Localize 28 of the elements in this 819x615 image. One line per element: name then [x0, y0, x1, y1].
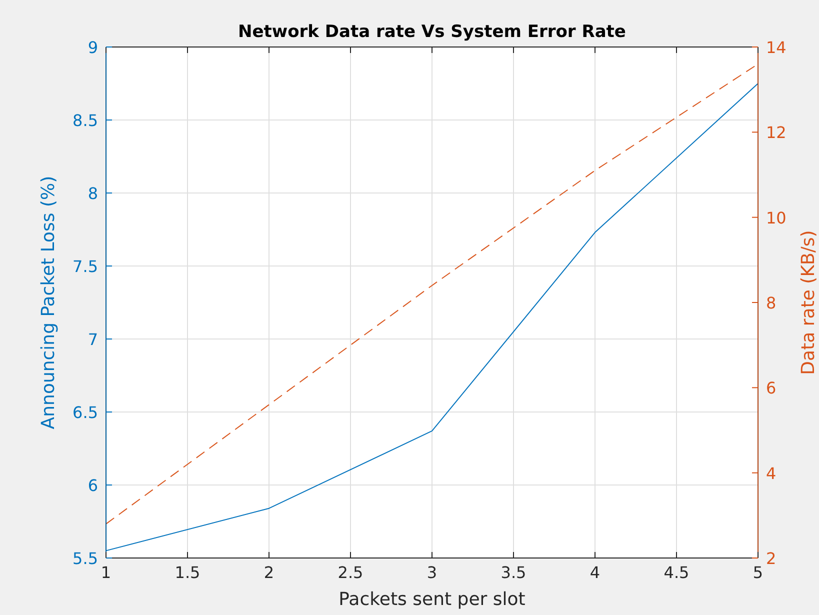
- y-tick-label: 5.5: [72, 549, 98, 568]
- x-axis-title: Packets sent per slot: [338, 589, 526, 610]
- x-tick-label: 4: [590, 563, 600, 582]
- y2-tick-label: 4: [766, 464, 776, 483]
- y-tick-label: 7: [88, 330, 98, 349]
- x-tick-label: 3.5: [500, 563, 526, 582]
- y-axis-title: Announcing Packet Loss (%): [38, 176, 59, 430]
- x-tick-label: 1: [100, 563, 112, 582]
- x-tick-label: 1.5: [174, 563, 200, 582]
- x-tick-label: 2.5: [338, 563, 364, 582]
- y2-tick-label: 6: [766, 378, 776, 398]
- y-tick-label: 8.5: [72, 111, 98, 130]
- x-tick-label: 2: [264, 563, 274, 582]
- y-tick-label: 7.5: [72, 257, 98, 276]
- y2-axis-title: Data rate (KB/s): [798, 230, 819, 375]
- y2-tick-label: 12: [766, 123, 786, 142]
- y-tick-label: 9: [88, 38, 98, 57]
- y2-tick-label: 8: [766, 294, 776, 312]
- chart-title: Network Data rate Vs System Error Rate: [238, 22, 626, 42]
- y-tick-label: 6: [88, 476, 98, 495]
- x-tick-label: 3: [426, 563, 438, 582]
- y-tick-label: 8: [88, 184, 98, 203]
- x-tick-label: 5: [752, 563, 764, 582]
- x-tick-label: 4.5: [664, 563, 690, 582]
- y2-tick-label: 10: [766, 208, 786, 228]
- y2-tick-label: 14: [766, 38, 786, 57]
- y-tick-label: 6.5: [72, 403, 98, 422]
- y2-tick-label: 2: [766, 549, 776, 568]
